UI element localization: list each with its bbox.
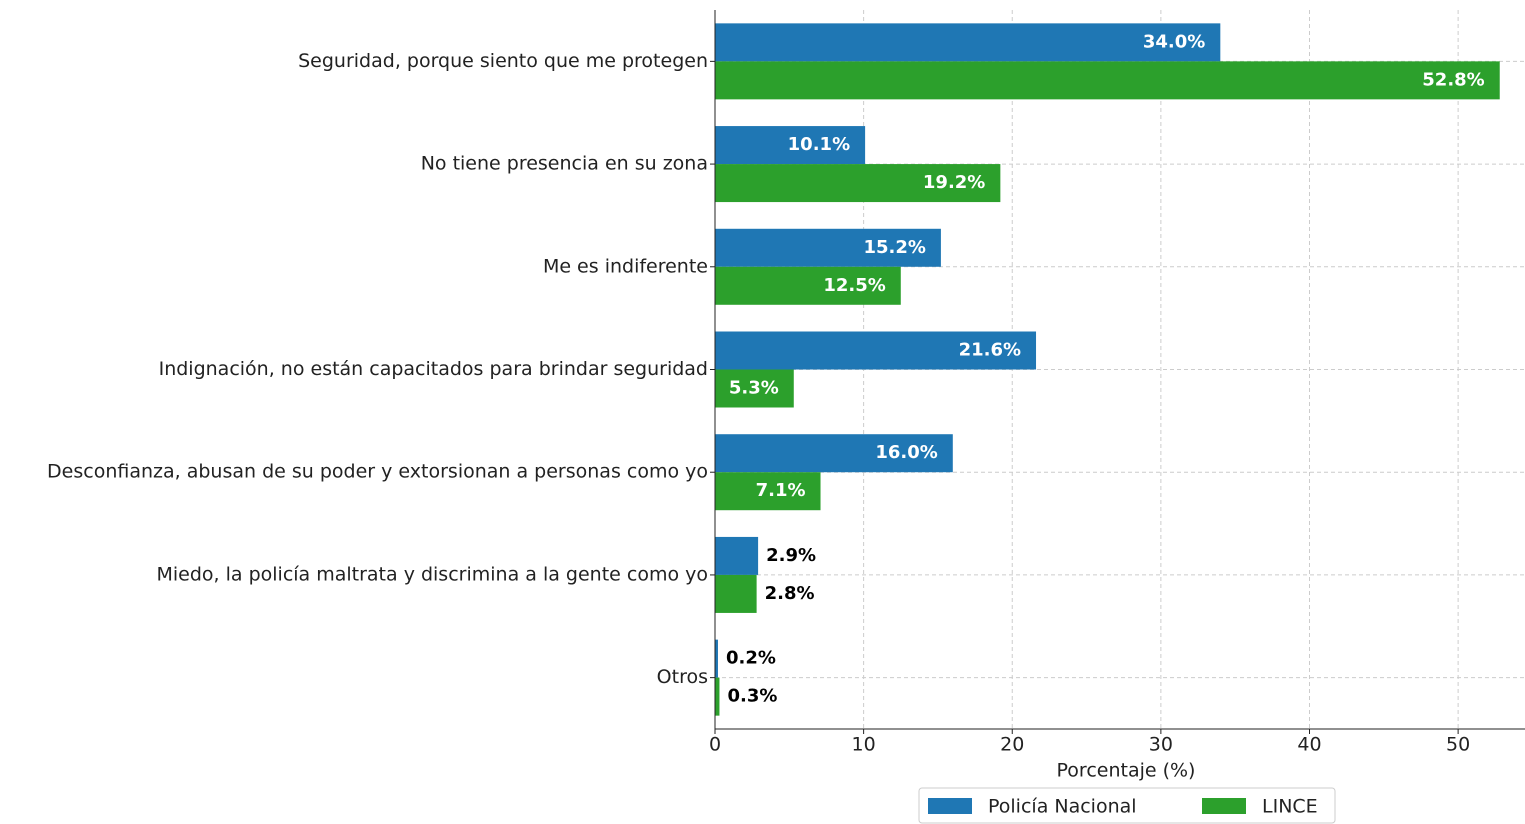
bar	[715, 369, 794, 408]
bar	[715, 639, 718, 678]
value-label: 0.2%	[726, 648, 776, 669]
bar	[715, 61, 1500, 100]
bar	[715, 574, 757, 613]
bar	[715, 472, 821, 511]
value-label: 52.8%	[1422, 69, 1484, 90]
bar	[715, 536, 759, 575]
bar	[715, 677, 720, 716]
y-tick-label: Otros	[657, 666, 708, 688]
x-tick-label: 40	[1297, 734, 1321, 756]
value-label: 12.5%	[823, 275, 885, 296]
legend-label: LINCE	[1262, 796, 1318, 818]
value-label: 5.3%	[729, 378, 779, 399]
y-tick-label: Desconfianza, abusan de su poder y extor…	[47, 461, 708, 483]
x-axis-label: Porcentaje (%)	[1057, 760, 1196, 782]
legend-box	[918, 787, 1336, 824]
bar	[715, 126, 866, 165]
x-tick-label: 20	[1000, 734, 1024, 756]
x-tick-label: 10	[852, 734, 876, 756]
legend-swatch	[928, 798, 972, 814]
bar	[715, 331, 1037, 370]
value-label: 16.0%	[875, 442, 937, 463]
value-label: 2.8%	[765, 583, 815, 604]
x-tick-label: 30	[1149, 734, 1173, 756]
y-tick-label: Miedo, la policía maltrata y discrimina …	[156, 563, 708, 585]
legend-label: Policía Nacional	[988, 796, 1137, 818]
x-tick-label: 50	[1446, 734, 1470, 756]
value-label: 0.3%	[727, 686, 777, 707]
bar	[715, 228, 941, 267]
value-label: 10.1%	[788, 134, 850, 155]
y-tick-label: No tiene presencia en su zona	[421, 153, 708, 175]
bar	[715, 266, 901, 305]
y-tick-label: Me es indiferente	[543, 255, 708, 277]
y-tick-label: Seguridad, porque siento que me protegen	[298, 50, 708, 72]
value-label: 7.1%	[756, 480, 806, 501]
bar	[715, 23, 1221, 62]
value-label: 21.6%	[959, 340, 1021, 361]
bar	[715, 164, 1001, 203]
value-label: 2.9%	[766, 545, 816, 566]
value-label: 34.0%	[1143, 31, 1205, 52]
value-label: 19.2%	[923, 172, 985, 193]
x-tick-label: 0	[709, 734, 721, 756]
bar	[715, 434, 953, 473]
legend-swatch	[1202, 798, 1246, 814]
y-tick-label: Indignación, no están capacitados para b…	[159, 358, 708, 380]
value-label: 15.2%	[863, 237, 925, 258]
